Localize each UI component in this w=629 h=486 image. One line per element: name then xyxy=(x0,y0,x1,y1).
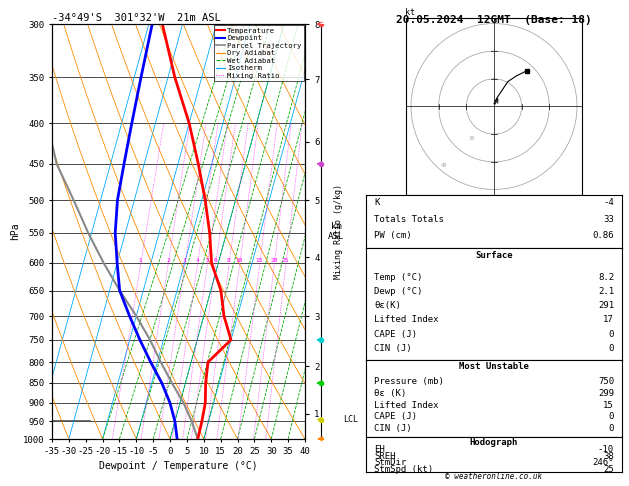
Text: StmDir: StmDir xyxy=(374,458,406,468)
Y-axis label: km
ASL: km ASL xyxy=(328,222,344,241)
Text: 5: 5 xyxy=(205,258,209,263)
Text: θε(K): θε(K) xyxy=(374,301,401,311)
Text: 0: 0 xyxy=(609,413,614,421)
Text: LCL: LCL xyxy=(343,415,358,424)
Text: EH: EH xyxy=(374,445,385,454)
Text: CAPE (J): CAPE (J) xyxy=(374,413,417,421)
Text: 38: 38 xyxy=(603,451,614,461)
X-axis label: Dewpoint / Temperature (°C): Dewpoint / Temperature (°C) xyxy=(99,461,258,471)
Text: CIN (J): CIN (J) xyxy=(374,344,411,353)
Text: Surface: Surface xyxy=(475,251,513,260)
Text: -4: -4 xyxy=(603,198,614,207)
Text: Most Unstable: Most Unstable xyxy=(459,362,529,371)
Text: 3: 3 xyxy=(183,258,187,263)
Text: 17: 17 xyxy=(603,315,614,325)
Text: © weatheronline.co.uk: © weatheronline.co.uk xyxy=(445,472,543,481)
Text: 2: 2 xyxy=(166,258,170,263)
Text: Totals Totals: Totals Totals xyxy=(374,215,444,224)
Text: K: K xyxy=(374,198,379,207)
Text: 2.1: 2.1 xyxy=(598,287,614,296)
Text: 299: 299 xyxy=(598,389,614,398)
Text: 25: 25 xyxy=(282,258,289,263)
Legend: Temperature, Dewpoint, Parcel Trajectory, Dry Adiabat, Wet Adiabat, Isotherm, Mi: Temperature, Dewpoint, Parcel Trajectory… xyxy=(214,25,304,81)
Text: Lifted Index: Lifted Index xyxy=(374,401,438,410)
Text: Temp (°C): Temp (°C) xyxy=(374,273,422,282)
Text: Pressure (mb): Pressure (mb) xyxy=(374,377,444,386)
Y-axis label: hPa: hPa xyxy=(10,223,20,240)
Text: Mixing Ratio (g/kg): Mixing Ratio (g/kg) xyxy=(334,184,343,279)
Text: 10: 10 xyxy=(235,258,243,263)
Text: 20.05.2024  12GMT  (Base: 18): 20.05.2024 12GMT (Base: 18) xyxy=(396,15,592,25)
Text: 1: 1 xyxy=(138,258,142,263)
Text: CIN (J): CIN (J) xyxy=(374,424,411,433)
Text: Dewp (°C): Dewp (°C) xyxy=(374,287,422,296)
Text: SREH: SREH xyxy=(374,451,396,461)
Text: kt: kt xyxy=(406,8,416,17)
Text: 0: 0 xyxy=(609,344,614,353)
Text: 30: 30 xyxy=(469,136,475,140)
Text: 0.86: 0.86 xyxy=(593,231,614,241)
Text: 40: 40 xyxy=(441,163,447,168)
Text: Hodograph: Hodograph xyxy=(470,438,518,447)
Text: 15: 15 xyxy=(255,258,263,263)
Text: 25: 25 xyxy=(603,465,614,474)
Text: 33: 33 xyxy=(603,215,614,224)
Text: StmSpd (kt): StmSpd (kt) xyxy=(374,465,433,474)
Text: θε (K): θε (K) xyxy=(374,389,406,398)
Text: 4: 4 xyxy=(196,258,199,263)
Text: 0: 0 xyxy=(609,330,614,339)
Text: CAPE (J): CAPE (J) xyxy=(374,330,417,339)
Text: 8.2: 8.2 xyxy=(598,273,614,282)
Text: Lifted Index: Lifted Index xyxy=(374,315,438,325)
Text: -34°49'S  301°32'W  21m ASL: -34°49'S 301°32'W 21m ASL xyxy=(52,13,221,23)
Text: 6: 6 xyxy=(213,258,217,263)
Text: 291: 291 xyxy=(598,301,614,311)
Text: PW (cm): PW (cm) xyxy=(374,231,411,241)
Text: 750: 750 xyxy=(598,377,614,386)
Text: 8: 8 xyxy=(227,258,231,263)
Text: 0: 0 xyxy=(609,424,614,433)
Text: 20: 20 xyxy=(270,258,277,263)
Text: 15: 15 xyxy=(603,401,614,410)
Text: -10: -10 xyxy=(598,445,614,454)
Text: 246°: 246° xyxy=(593,458,614,468)
